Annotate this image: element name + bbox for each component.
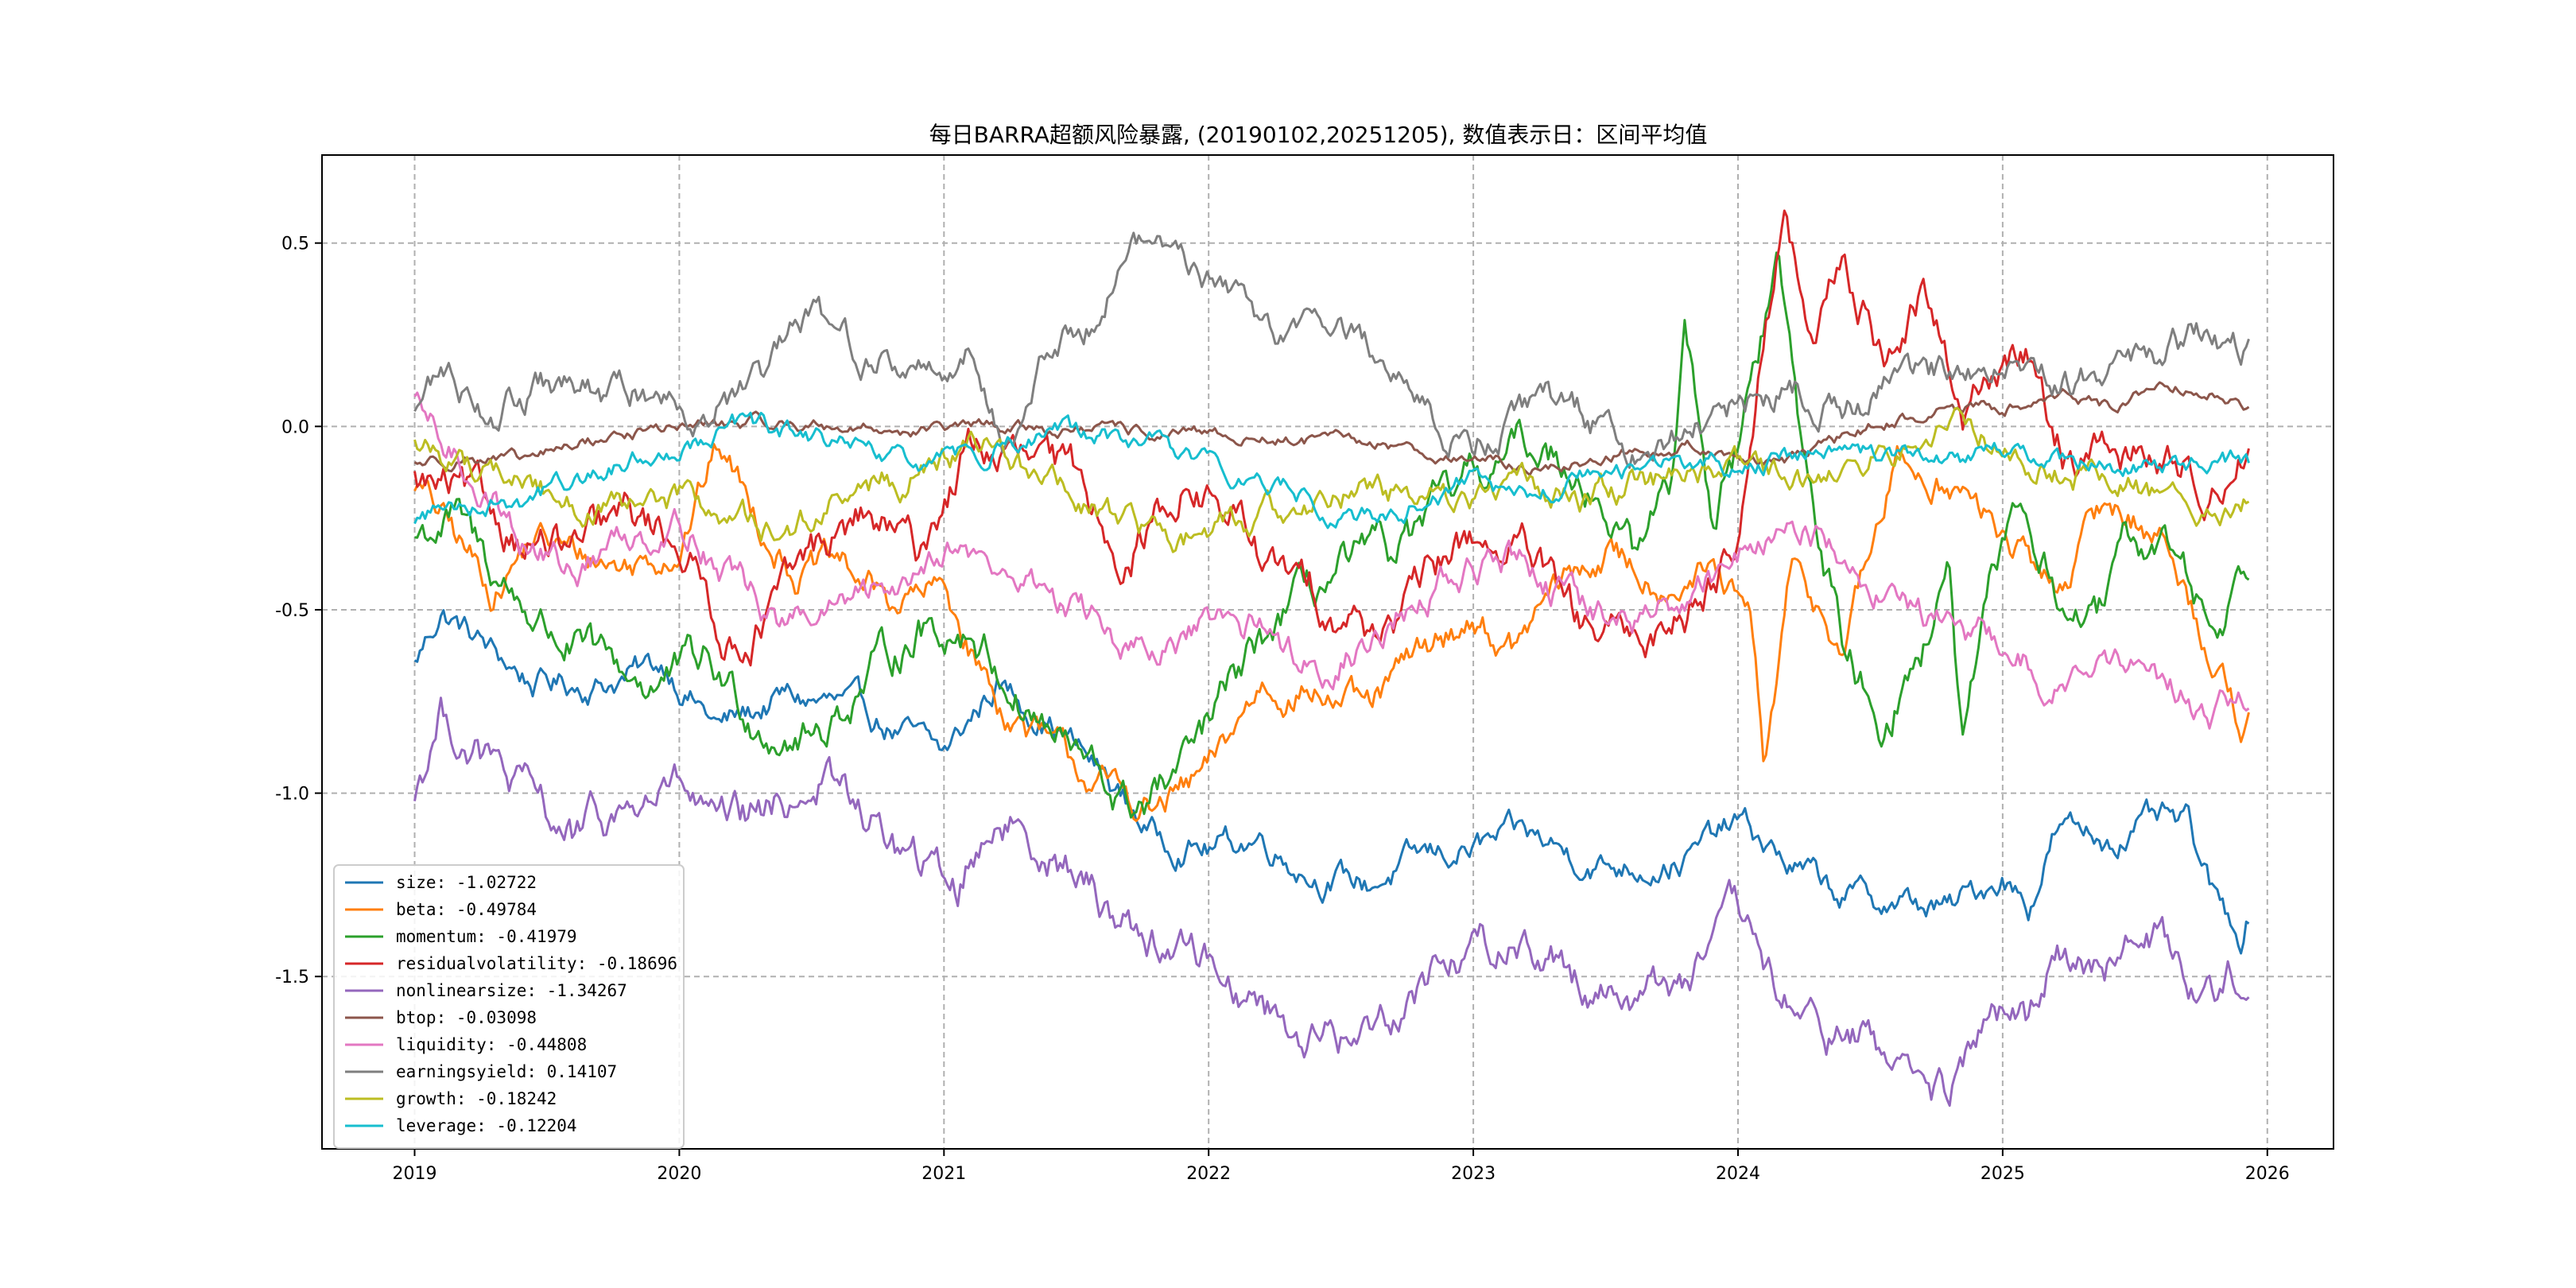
legend-label-liquidity: liquidity: -0.44808 bbox=[396, 1035, 587, 1054]
x-tick-label: 2026 bbox=[2245, 1164, 2290, 1184]
series-layer bbox=[413, 209, 2250, 1108]
y-tick-label: 0.5 bbox=[281, 235, 309, 254]
legend: size: -1.02722 beta: -0.49784 momentum: -0… bbox=[333, 864, 685, 1149]
legend-box bbox=[333, 864, 685, 1149]
series-line-nonlinearsize bbox=[413, 696, 2250, 1108]
legend-label-residualvolatility: residualvolatility: -0.18696 bbox=[396, 954, 677, 973]
legend-label-leverage: leverage: -0.12204 bbox=[396, 1116, 577, 1135]
x-tick-label: 2025 bbox=[1980, 1164, 2025, 1184]
legend-label-earningsyield: earningsyield: 0.14107 bbox=[396, 1062, 617, 1081]
y-tick-label: 0.0 bbox=[281, 417, 309, 437]
chart-title: 每日BARRA超额风险暴露, (20190102,20251205), 数值表示… bbox=[929, 122, 1708, 148]
x-tick-label: 2021 bbox=[921, 1164, 966, 1184]
x-tick-label: 2020 bbox=[657, 1164, 701, 1184]
series-line-earningsyield bbox=[413, 231, 2250, 469]
x-tick-label: 2024 bbox=[1716, 1164, 1760, 1184]
series-line-momentum bbox=[414, 251, 2250, 819]
legend-label-nonlinearsize: nonlinearsize: -1.34267 bbox=[396, 981, 627, 1000]
x-tick-label: 2022 bbox=[1186, 1164, 1231, 1184]
series-line-beta bbox=[413, 443, 2250, 822]
y-tick-label: -1.5 bbox=[275, 968, 309, 987]
y-tick-label: -0.5 bbox=[275, 601, 309, 621]
legend-label-beta: beta: -0.49784 bbox=[396, 900, 537, 919]
plot-frame bbox=[321, 154, 2334, 1150]
series-line-size bbox=[413, 609, 2250, 955]
series-line-leverage bbox=[413, 411, 2250, 530]
series-line-btop bbox=[413, 381, 2250, 476]
x-tick-label: 2019 bbox=[393, 1164, 437, 1184]
legend-label-growth: growth: -0.18242 bbox=[396, 1089, 557, 1108]
legend-label-btop: btop: -0.03098 bbox=[396, 1008, 537, 1027]
x-tick-label: 2023 bbox=[1451, 1164, 1496, 1184]
legend-label-size: size: -1.02722 bbox=[396, 873, 537, 892]
series-line-residualvolatility bbox=[413, 209, 2250, 667]
series-line-growth bbox=[413, 406, 2250, 553]
legend-label-momentum: momentum: -0.41979 bbox=[396, 927, 577, 946]
axis-layer: 2019 2020 2021 2022 2023 2024 2025 2026 -1.5 -1.0… bbox=[275, 235, 2290, 1184]
y-tick-label: -1.0 bbox=[275, 785, 309, 805]
series-line-liquidity bbox=[413, 391, 2250, 730]
